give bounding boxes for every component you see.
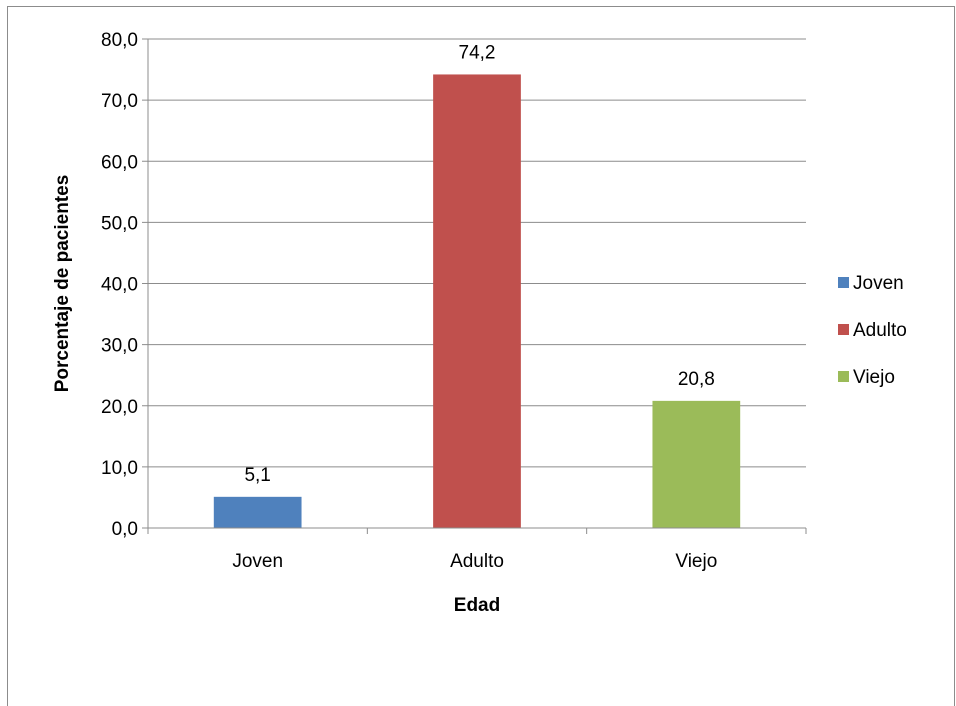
y-axis-title: Porcentaje de pacientes [52, 175, 73, 393]
bar-viejo [652, 400, 741, 528]
x-axis-ticks: Joven Adulto Viejo [147, 528, 807, 572]
data-label: 5,1 [244, 465, 270, 486]
legend-label: Viejo [853, 367, 895, 388]
x-axis-title: Edad [454, 595, 500, 616]
bar-adulto [433, 74, 521, 528]
y-tick-label: 40,0 [101, 275, 138, 296]
data-label: 20,8 [678, 369, 715, 390]
legend-swatch-joven [838, 277, 849, 288]
y-tick-label: 80,0 [101, 30, 138, 51]
data-label: 74,2 [459, 42, 496, 63]
y-tick-label: 60,0 [101, 152, 138, 173]
y-tick-label: 20,0 [101, 397, 138, 418]
data-labels: 5,1 74,2 20,8 [244, 42, 714, 485]
chart-frame [7, 6, 955, 706]
legend-label: Adulto [853, 320, 907, 341]
bar-chart: 0,0 10,0 20,0 30,0 40,0 50,0 60,0 70,0 80,0 5,1 7… [52, 30, 907, 616]
legend-swatch-adulto [838, 324, 849, 335]
y-tick-label: 10,0 [101, 458, 138, 479]
bar-joven [213, 496, 302, 528]
x-tick-label: Adulto [450, 551, 504, 572]
y-axis-ticks: 0,0 10,0 20,0 30,0 40,0 50,0 60,0 70,0 80,0 [101, 30, 148, 540]
legend-swatch-viejo [838, 371, 849, 382]
y-tick-label: 50,0 [101, 213, 138, 234]
bars [213, 74, 741, 528]
x-tick-label: Viejo [675, 551, 717, 572]
legend: Joven Adulto Viejo [838, 273, 907, 388]
legend-label: Joven [853, 273, 904, 294]
y-tick-label: 30,0 [101, 336, 138, 357]
y-tick-label: 0,0 [112, 519, 138, 540]
x-tick-label: Joven [232, 551, 283, 572]
y-tick-label: 70,0 [101, 91, 138, 112]
